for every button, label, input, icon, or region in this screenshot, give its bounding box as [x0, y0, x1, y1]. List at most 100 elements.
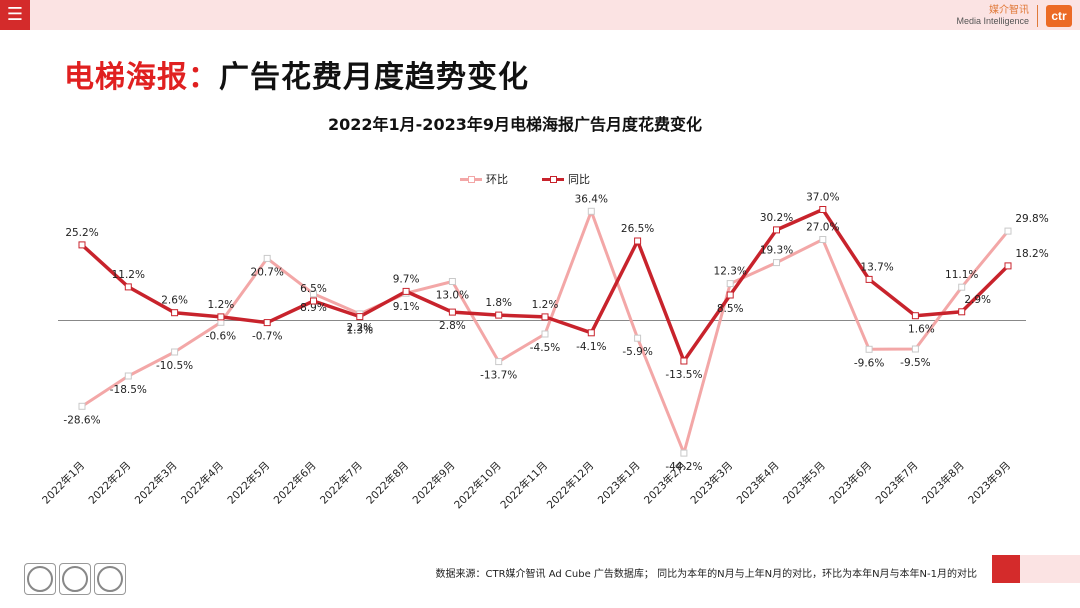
data-label-yoy: 1.3%	[346, 325, 373, 337]
data-label-mom: -28.6%	[63, 414, 100, 426]
point-mom	[819, 236, 827, 243]
x-tick-label: 2023年4月	[734, 459, 782, 507]
x-tick-label: 2022年10月	[451, 459, 503, 511]
x-tick-label: 2023年6月	[827, 459, 875, 507]
sgs-seal-icon	[94, 563, 126, 595]
page-title-accent: 电梯海报：	[64, 60, 219, 95]
x-tick-label: 2023年5月	[780, 459, 828, 507]
point-mom	[310, 290, 317, 298]
data-label-yoy: 37.0%	[806, 192, 839, 204]
footer-pink-block	[1020, 555, 1080, 583]
x-tick-label: 2022年9月	[410, 459, 458, 507]
point-yoy	[78, 241, 86, 249]
data-label-mom: 29.8%	[1015, 213, 1048, 225]
point-yoy	[495, 311, 503, 319]
x-tick-label: 2022年7月	[317, 459, 365, 507]
point-yoy	[171, 309, 179, 317]
top-bar: ☰ 媒介智讯 Media Intelligence ctr	[0, 0, 1080, 30]
x-tick-label: 2022年4月	[178, 459, 226, 507]
data-label-mom: -9.5%	[900, 357, 930, 369]
data-label-mom: -5.9%	[622, 346, 652, 358]
point-yoy	[541, 313, 549, 321]
point-yoy	[680, 357, 688, 365]
data-label-mom: 36.4%	[575, 193, 608, 205]
data-label-yoy: 1.2%	[208, 299, 235, 311]
data-label-mom: -4.5%	[530, 342, 560, 354]
brand-name-en: Media Intelligence	[956, 16, 1029, 26]
point-mom	[911, 345, 919, 353]
legend-item-yoy: 同比	[542, 171, 590, 187]
point-yoy	[217, 313, 225, 321]
data-label-mom: 12.3%	[714, 266, 747, 278]
x-tick-label: 2023年1月	[595, 459, 643, 507]
legend-label-yoy: 同比	[568, 173, 590, 186]
point-mom	[171, 348, 179, 356]
brand: 媒介智讯 Media Intelligence ctr	[956, 3, 1072, 29]
point-mom	[865, 345, 873, 353]
footer-red-block	[992, 555, 1020, 583]
point-yoy	[819, 206, 827, 213]
data-label-yoy: 8.5%	[717, 303, 744, 315]
point-mom	[587, 207, 595, 215]
point-mom	[448, 278, 456, 285]
brand-divider	[1037, 5, 1038, 27]
point-yoy	[1004, 262, 1012, 270]
point-yoy	[310, 297, 317, 305]
point-yoy	[958, 308, 966, 316]
x-tick-label: 2022年12月	[544, 459, 596, 511]
data-label-yoy: 30.2%	[760, 212, 793, 224]
data-label-yoy: 13.7%	[860, 261, 893, 273]
point-yoy	[726, 291, 734, 299]
point-mom	[541, 330, 549, 338]
point-mom	[124, 372, 132, 380]
x-tick-label: 2022年5月	[225, 459, 273, 507]
point-yoy	[634, 237, 642, 245]
data-label-yoy: 2.9%	[964, 294, 991, 306]
data-label-mom: 9.1%	[393, 301, 420, 313]
data-label-yoy: -4.1%	[576, 341, 606, 353]
x-tick-label: 2023年7月	[873, 459, 921, 507]
data-label-yoy: 1.8%	[485, 297, 512, 309]
point-yoy	[587, 329, 595, 337]
data-label-mom: -44.2%	[665, 461, 702, 473]
data-label-yoy: 25.2%	[65, 227, 98, 239]
legend-label-mom: 环比	[486, 173, 508, 186]
data-label-yoy: 11.2%	[112, 269, 145, 281]
x-tick-label: 2022年11月	[498, 459, 550, 511]
point-mom	[634, 334, 642, 342]
data-label-mom: 8.9%	[300, 302, 327, 314]
certification-seals	[24, 563, 126, 595]
legend-swatch-mom	[460, 175, 482, 183]
chart-legend: 环比 同比	[460, 171, 590, 187]
point-mom	[958, 283, 966, 291]
x-tick-label: 2023年9月	[965, 459, 1013, 507]
point-mom	[680, 449, 688, 457]
data-label-mom: -13.7%	[480, 370, 517, 382]
data-label-yoy: 1.6%	[908, 324, 935, 336]
data-label-yoy: 2.6%	[161, 295, 188, 307]
x-tick-label: 2022年8月	[364, 459, 412, 507]
data-label-yoy: -0.7%	[252, 331, 282, 343]
point-yoy	[263, 319, 271, 327]
data-label-mom: 27.0%	[806, 222, 839, 234]
menu-icon[interactable]: ☰	[0, 0, 30, 30]
data-label-mom: 11.1%	[945, 269, 978, 281]
point-yoy	[865, 275, 873, 283]
x-tick-label: 2022年6月	[271, 459, 319, 507]
data-label-mom: 19.3%	[760, 245, 793, 257]
point-mom	[263, 254, 271, 262]
data-label-yoy: 1.2%	[532, 299, 559, 311]
data-label-yoy: 26.5%	[621, 223, 654, 235]
point-mom	[1004, 227, 1012, 235]
point-mom	[78, 402, 86, 410]
legend-swatch-yoy	[542, 175, 564, 183]
data-label-mom: -0.6%	[206, 330, 236, 342]
page-title-rest: 广告花费月度趋势变化	[219, 60, 529, 95]
x-tick-label: 2023年8月	[919, 459, 967, 507]
chart-title: 2022年1月-2023年9月电梯海报广告月度花费变化	[328, 115, 702, 134]
point-yoy	[356, 313, 364, 321]
x-tick-label: 2022年3月	[132, 459, 180, 507]
sgs-seal-icon	[24, 563, 56, 595]
data-label-yoy: 6.5%	[300, 283, 327, 295]
point-yoy	[124, 283, 132, 291]
